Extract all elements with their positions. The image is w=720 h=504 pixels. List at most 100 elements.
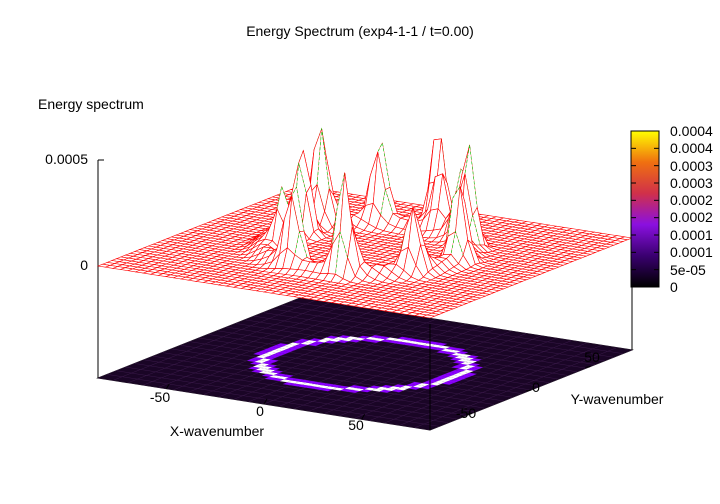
ring-cell [287, 380, 300, 384]
ring-cell [429, 382, 442, 386]
ring-cell [340, 388, 353, 392]
ring-cell [299, 379, 312, 383]
ring-cell [307, 381, 320, 384]
ring-cell [262, 348, 275, 352]
ring-cell [341, 338, 354, 342]
ring-cell [431, 377, 444, 381]
ring-cell [270, 370, 283, 374]
ring-cell [353, 337, 366, 341]
ring-cell [453, 348, 466, 352]
ring-cell [410, 344, 423, 347]
ring-cell [288, 342, 301, 346]
ring-cell [448, 375, 461, 379]
ring-cell [376, 386, 389, 390]
ring-cell [291, 345, 304, 349]
ring-cell [423, 343, 436, 347]
ring-cell [452, 373, 465, 377]
ring-cell [373, 338, 386, 342]
ring-cell [297, 384, 310, 388]
x-tick [165, 383, 170, 389]
x-tick [263, 398, 268, 405]
ring-cell [397, 336, 410, 340]
ring-cell [276, 376, 289, 380]
ring-cell [283, 344, 296, 348]
ring-cell [246, 358, 259, 362]
colorbar-tick-label: 0.0003 [670, 175, 713, 191]
ring-cell [400, 385, 413, 389]
ring-cell [445, 372, 458, 376]
base-grid-line [399, 345, 602, 426]
ring-cell [329, 338, 342, 342]
colorbar-gradient [630, 130, 660, 288]
colorbar-tick-label: 5e-05 [670, 262, 706, 278]
ring-cell [466, 367, 479, 371]
ring-cell [464, 372, 477, 376]
ring-cell [272, 352, 285, 356]
ring-cell [412, 339, 425, 343]
base-grid-line [290, 301, 623, 354]
ring-cell [274, 348, 287, 351]
ring-cell [396, 387, 409, 391]
ring-cell [369, 385, 382, 389]
base-grid-line [369, 340, 572, 421]
ring-cell [385, 337, 398, 341]
ring-cell [263, 369, 276, 373]
ring-cell [433, 347, 446, 351]
ring-cell [388, 386, 401, 390]
x-axis-label: X-wavenumber [170, 423, 264, 439]
ring-cell [261, 373, 274, 377]
x-tick-labels: -50 0 50 [150, 389, 364, 433]
ring-cell [291, 378, 304, 382]
ring-cell [469, 358, 482, 362]
ring-cell [249, 361, 262, 365]
y-tick-label: -50 [456, 405, 476, 421]
ring-cell [364, 387, 377, 391]
ring-cell [422, 381, 435, 385]
ring-cell [454, 368, 467, 372]
ring-cell [426, 346, 439, 350]
ring-cell [436, 350, 449, 354]
ring-cell [417, 383, 430, 387]
ring-cell [459, 354, 472, 358]
ring-cell [273, 373, 286, 377]
surface-mesh [96, 127, 634, 319]
ring-cell [248, 366, 261, 370]
ring-cell [256, 355, 269, 359]
ring-cell [405, 383, 418, 387]
ring-cell [445, 346, 458, 350]
ring-cell [349, 385, 362, 389]
ring-cell [434, 380, 447, 384]
ring-cell [332, 387, 345, 391]
ring-cell [326, 335, 339, 339]
ring-cell [381, 385, 394, 388]
colorbar: 0.0004 0.0004 0.0003 0.0003 0.0002 0.000… [630, 123, 713, 295]
ring-cell [309, 384, 322, 387]
ring-cell [451, 352, 464, 356]
ring-cell [262, 361, 275, 365]
ring-cell [471, 366, 484, 370]
ring-cell [253, 352, 266, 356]
ring-cell [379, 389, 392, 393]
ring-cell [392, 338, 405, 342]
ring-cell [440, 374, 453, 377]
ring-cell [276, 343, 289, 347]
ring-cell [269, 349, 282, 353]
ring-cell [408, 341, 421, 344]
base-grid-line [281, 305, 614, 358]
ring-cell [263, 356, 276, 360]
ring-cell [286, 347, 299, 351]
ring-cell [333, 337, 346, 340]
base-grid-line [294, 328, 497, 409]
ring-cell [284, 377, 297, 381]
ring-cell [450, 357, 463, 361]
ring-cell [458, 366, 471, 370]
ring-cell [317, 385, 330, 389]
colorbar-tick-label: 0.0004 [670, 140, 713, 156]
ring-cell [430, 344, 443, 348]
ring-cell [393, 384, 406, 388]
ring-cell [266, 359, 279, 363]
ring-cell [260, 353, 273, 357]
ring-cell [388, 340, 401, 344]
y-tick [585, 365, 591, 368]
ring-cell [365, 336, 378, 340]
